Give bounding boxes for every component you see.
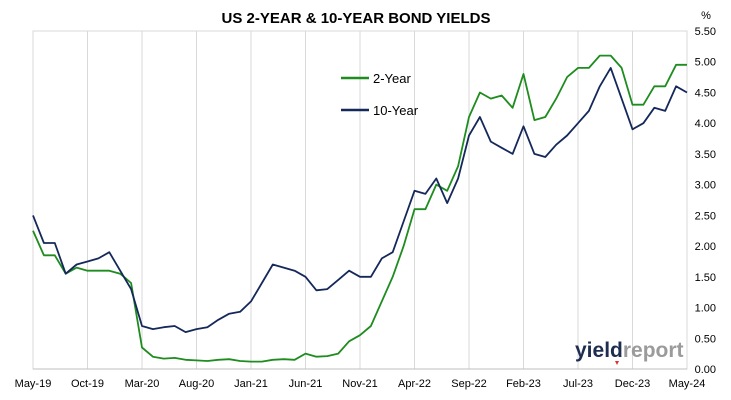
y-tick-label: 4.00 — [695, 118, 716, 130]
x-tick-label: Jul-23 — [563, 378, 593, 390]
series-layer — [32, 54, 688, 363]
legend: 2-Year 10-Year — [341, 71, 419, 118]
chart-title: US 2-YEAR & 10-YEAR BOND YIELDS — [222, 10, 491, 27]
y-tick-label: 3.50 — [695, 149, 716, 161]
y-tick-label: 4.50 — [695, 87, 716, 99]
x-tick-label: Oct-19 — [71, 378, 104, 390]
logo-text-yield: yield — [575, 339, 623, 362]
x-tick-label: Feb-23 — [506, 378, 541, 390]
y-tick-label: 1.50 — [695, 272, 716, 284]
y-tick-label: 2.50 — [695, 210, 716, 222]
svg-text:yieldreport: yieldreport — [575, 339, 684, 362]
series-line-2-year — [32, 54, 687, 363]
y-tick-label: 2.00 — [695, 241, 716, 253]
y-axis-ticks: 0.00 0.50 1.00 1.50 2.00 2.50 3.00 3.50 4.00 4.50… — [695, 26, 716, 376]
legend-label: 2-Year — [373, 71, 411, 86]
yieldreport-logo: yieldreport — [575, 339, 684, 365]
x-tick-label: Jun-21 — [289, 378, 323, 390]
series-line-10-year — [32, 67, 688, 334]
y-tick-label: 0.50 — [695, 333, 716, 345]
x-tick-label: Mar-20 — [125, 378, 160, 390]
legend-label: 10-Year — [373, 103, 419, 118]
gridlines — [87, 31, 633, 369]
x-tick-label: Sep-22 — [451, 378, 486, 390]
x-tick-label: Aug-20 — [179, 378, 214, 390]
y-tick-label: 5.50 — [695, 26, 716, 38]
y-tick-label: 1.00 — [695, 303, 716, 315]
y-tick-label: 5.00 — [695, 57, 716, 69]
logo-accent-icon — [615, 361, 619, 365]
x-tick-label: Jan-21 — [234, 378, 268, 390]
y-axis-unit: % — [701, 10, 711, 22]
y-tick-label: 3.00 — [695, 180, 716, 192]
x-tick-label: May-24 — [669, 378, 706, 390]
logo-text-report: report — [623, 339, 684, 362]
x-tick-label: May-19 — [15, 378, 52, 390]
x-tick-label: Apr-22 — [398, 378, 431, 390]
x-axis-ticks: May-19 Oct-19 Mar-20 Aug-20 Jan-21 Jun-21 Nov-… — [15, 378, 706, 390]
x-tick-label: Dec-23 — [615, 378, 650, 390]
y-tick-label: 0.00 — [695, 364, 716, 376]
x-tick-label: Nov-21 — [342, 378, 377, 390]
